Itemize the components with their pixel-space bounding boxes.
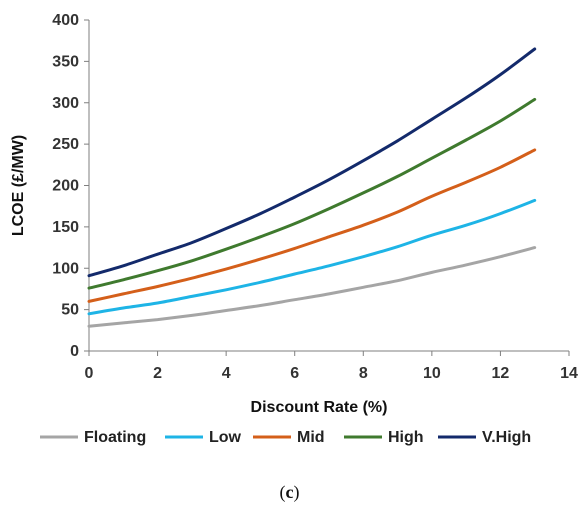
- series-line-high: [87, 97, 537, 290]
- y-tick-label: 100: [52, 260, 79, 277]
- lcoe-line-chart: 0 50 100 150 200 250 300 350 400 0 2 4 6 8 10 12 14 Disco…: [10, 12, 578, 446]
- y-tick-label: 50: [61, 302, 79, 319]
- x-tick-label: 8: [359, 365, 368, 382]
- legend: Floating Low Mid High V.High: [40, 429, 531, 446]
- caption-letter: c: [285, 482, 294, 502]
- y-tick-label: 200: [52, 178, 79, 195]
- series-line-floating: [87, 246, 537, 328]
- x-tick-label: 6: [290, 365, 299, 382]
- y-axis-title: LCOE (£/MW): [10, 135, 27, 236]
- legend-label-low: Low: [209, 429, 242, 446]
- x-tick-label: 4: [222, 365, 231, 382]
- axes: 0 50 100 150 200 250 300 350 400 0 2 4 6 8 10 12 14 Disco…: [10, 12, 578, 416]
- legend-label-mid: Mid: [297, 429, 325, 446]
- x-tick-label: 12: [492, 365, 510, 382]
- series-line-v-high: [87, 47, 537, 278]
- x-tick-label: 14: [560, 365, 578, 382]
- legend-label-floating: Floating: [84, 429, 146, 446]
- y-tick-label: 250: [52, 136, 79, 153]
- legend-label-v-high: V.High: [482, 429, 531, 446]
- x-axis-title: Discount Rate (%): [251, 399, 388, 416]
- x-tick-label: 0: [85, 365, 94, 382]
- figure-caption: (c): [0, 482, 579, 503]
- y-tick-label: 150: [52, 219, 79, 236]
- caption-open: (: [279, 482, 286, 502]
- series-line-low: [87, 198, 537, 316]
- y-tick-label: 300: [52, 95, 79, 112]
- x-tick-label: 10: [423, 365, 441, 382]
- y-tick-label: 350: [52, 53, 79, 70]
- caption-close: ): [293, 482, 300, 502]
- y-tick-label: 0: [70, 343, 79, 360]
- x-tick-label: 2: [153, 365, 162, 382]
- series-line-mid: [87, 148, 537, 303]
- legend-label-high: High: [388, 429, 424, 446]
- y-tick-label: 400: [52, 12, 79, 29]
- series-lines: [87, 47, 537, 328]
